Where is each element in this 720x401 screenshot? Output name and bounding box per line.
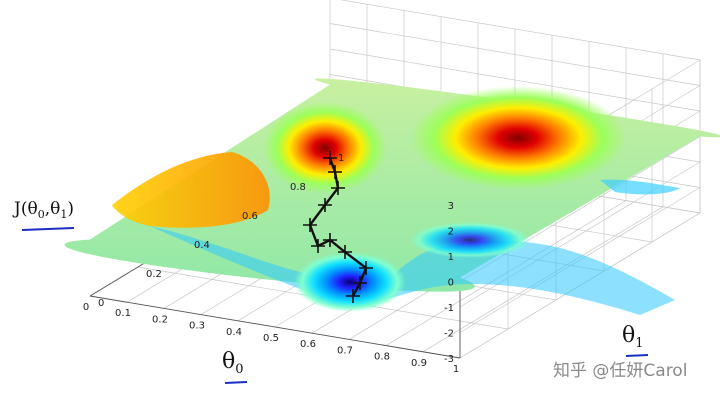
- z-axis-label-underline: [21, 227, 75, 231]
- theta0-axis-label: θ0: [222, 349, 244, 377]
- theta0-tick-label: 0.2: [152, 314, 168, 325]
- theta0-tick-label: 0.8: [374, 352, 390, 363]
- z-tick-label: -1: [444, 303, 454, 314]
- theta0-tick-label: 0.1: [115, 308, 131, 319]
- descent-step-marker: [353, 276, 367, 290]
- theta0-tick-label: 0.5: [263, 333, 279, 344]
- theta1-tick-label: 0.4: [194, 240, 210, 251]
- descent-step-marker: [359, 261, 373, 275]
- z-axis-ticks: 3 2 1 0 -1 -2 -3: [444, 201, 454, 365]
- z-axis-label: J(θ0,θ1): [12, 199, 74, 221]
- surface-ridge-left: [112, 152, 270, 228]
- theta0-tick-label: 0.9: [411, 358, 427, 369]
- theta1-axis-label: θ1: [622, 323, 644, 351]
- z-tick-label: -3: [444, 354, 454, 365]
- theta0-tick-label: 1: [453, 364, 459, 375]
- surface-hill-back: [410, 86, 626, 190]
- cost-surface: [64, 78, 720, 315]
- z-tick-label: 0: [448, 278, 454, 289]
- surface-edge-right: [600, 179, 680, 195]
- surface-hill-front: [263, 102, 387, 194]
- theta0-axis-ticks: 1 0.9 0.8 0.7 0.6 0.5 0.4 0.3 0.2 0.1 0: [83, 302, 459, 375]
- theta0-tick-label: 0.6: [300, 339, 316, 350]
- descent-step-marker: [338, 245, 352, 259]
- descent-step-marker: [318, 198, 332, 212]
- theta1-axis-label-underline: [625, 354, 649, 357]
- surface-blue-band: [150, 226, 675, 315]
- z-tick-label: 3: [448, 201, 454, 212]
- theta0-axis-label-underline: [224, 381, 248, 384]
- z-tick-label: -2: [444, 329, 454, 340]
- z-tick-label: 1: [448, 252, 454, 263]
- descent-step-marker: [346, 289, 360, 303]
- z-tick-label: 2: [448, 227, 454, 238]
- watermark-text: 知乎 @任妍Carol: [553, 361, 687, 381]
- theta1-tick-label: 0.2: [146, 269, 162, 280]
- theta0-tick-label: 0.4: [226, 327, 242, 338]
- surface-pit-secondary: [410, 222, 530, 258]
- theta1-tick-label: 0: [98, 298, 104, 309]
- theta0-tick-label: 0.3: [189, 321, 205, 332]
- theta0-tick-label: 0: [83, 302, 89, 313]
- gradient-descent-path: [303, 151, 373, 303]
- theta1-tick-label: 1: [338, 153, 344, 164]
- descent-step-marker: [323, 151, 337, 165]
- descent-step-marker: [331, 181, 345, 195]
- descent-step-marker: [311, 239, 325, 253]
- theta1-tick-label: 0.6: [242, 211, 258, 222]
- theta1-axis-ticks: 0 0.2 0.4 0.6 0.8 1: [98, 153, 344, 309]
- descent-step-marker: [323, 233, 337, 247]
- descent-step-marker: [303, 218, 317, 232]
- surface-pit-minimum: [294, 252, 406, 312]
- axis-edge: [89, 295, 461, 359]
- theta0-tick-label: 0.7: [337, 345, 353, 356]
- descent-step-marker: [328, 165, 342, 179]
- theta1-tick-label: 0.8: [290, 182, 306, 193]
